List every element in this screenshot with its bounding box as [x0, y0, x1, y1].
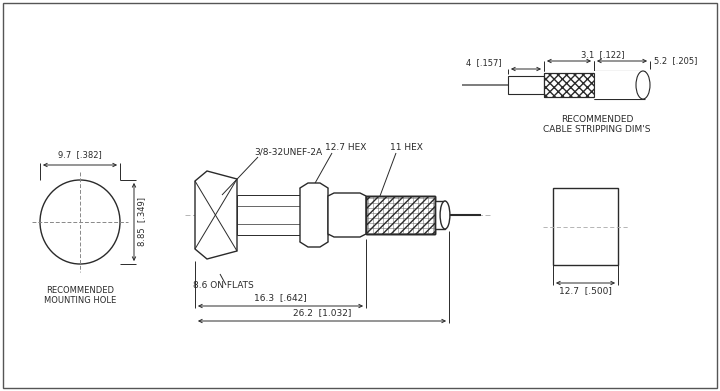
Bar [435, 201, 445, 229]
Text: 5.2  [.205]: 5.2 [.205] [654, 57, 698, 66]
Text: 11 HEX: 11 HEX [390, 143, 423, 152]
Text: 3/8-32UNEF-2A: 3/8-32UNEF-2A [254, 147, 322, 156]
Text: 9.7  [.382]: 9.7 [.382] [58, 150, 102, 159]
Ellipse shape [440, 201, 450, 229]
Text: 12.7  [.500]: 12.7 [.500] [559, 287, 612, 296]
Text: RECOMMENDED
CABLE STRIPPING DIM'S: RECOMMENDED CABLE STRIPPING DIM'S [544, 115, 651, 135]
Text: RECOMMENDED
MOUNTING HOLE: RECOMMENDED MOUNTING HOLE [44, 286, 116, 305]
Bar [553, 188, 618, 265]
Bar [366, 196, 435, 234]
Polygon shape [300, 183, 328, 247]
Bar [594, 71, 644, 99]
Text: 16.3  [.642]: 16.3 [.642] [254, 294, 307, 303]
Bar [366, 196, 435, 234]
Bar [366, 196, 435, 234]
Text: 3.1  [.122]: 3.1 [.122] [581, 50, 624, 59]
Text: 8.6 ON FLATS: 8.6 ON FLATS [193, 280, 253, 289]
Polygon shape [328, 193, 366, 237]
Bar [237, 195, 300, 235]
Ellipse shape [636, 71, 650, 99]
Polygon shape [195, 171, 237, 259]
Text: 26.2  [1.032]: 26.2 [1.032] [293, 308, 351, 317]
Bar [544, 73, 594, 97]
Ellipse shape [40, 180, 120, 264]
Bar [544, 73, 594, 97]
Text: 4  [.157]: 4 [.157] [467, 59, 502, 68]
Text: 8.85  [.349]: 8.85 [.349] [138, 197, 146, 246]
Bar [508, 76, 544, 94]
Text: 12.7 HEX: 12.7 HEX [325, 143, 366, 152]
